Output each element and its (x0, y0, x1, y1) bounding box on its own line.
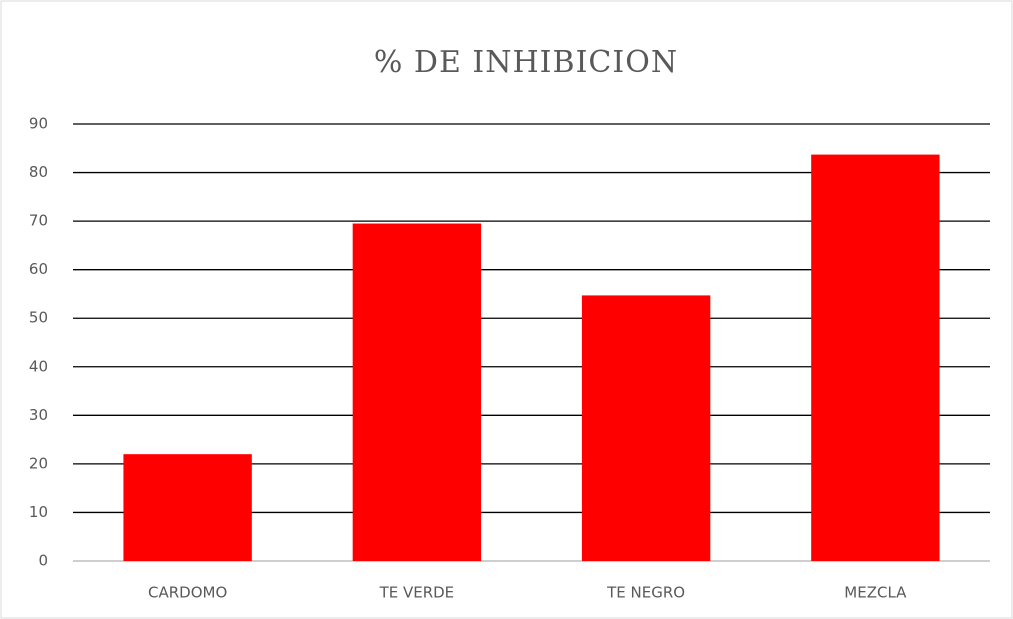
y-tick-label: 0 (38, 552, 48, 570)
y-tick-label: 10 (29, 503, 48, 521)
y-tick-label: 80 (29, 163, 48, 181)
chart-title: % DE INHIBICION (374, 45, 678, 80)
bar (123, 454, 252, 561)
y-tick-label: 60 (29, 260, 48, 278)
x-tick-label: MEZCLA (844, 584, 907, 602)
y-tick-label: 20 (29, 454, 48, 472)
y-tick-label: 40 (29, 357, 48, 375)
y-tick-label: 50 (29, 309, 48, 327)
x-tick-label: CARDOMO (148, 584, 227, 602)
y-tick-label: 30 (29, 406, 48, 424)
bar (581, 295, 711, 561)
bar (352, 223, 482, 562)
y-tick-label: 70 (29, 212, 48, 230)
y-tick-label: 90 (29, 115, 48, 133)
bar (811, 154, 940, 561)
x-tick-label: TE NEGRO (606, 584, 685, 602)
x-tick-label: TE VERDE (379, 584, 455, 602)
